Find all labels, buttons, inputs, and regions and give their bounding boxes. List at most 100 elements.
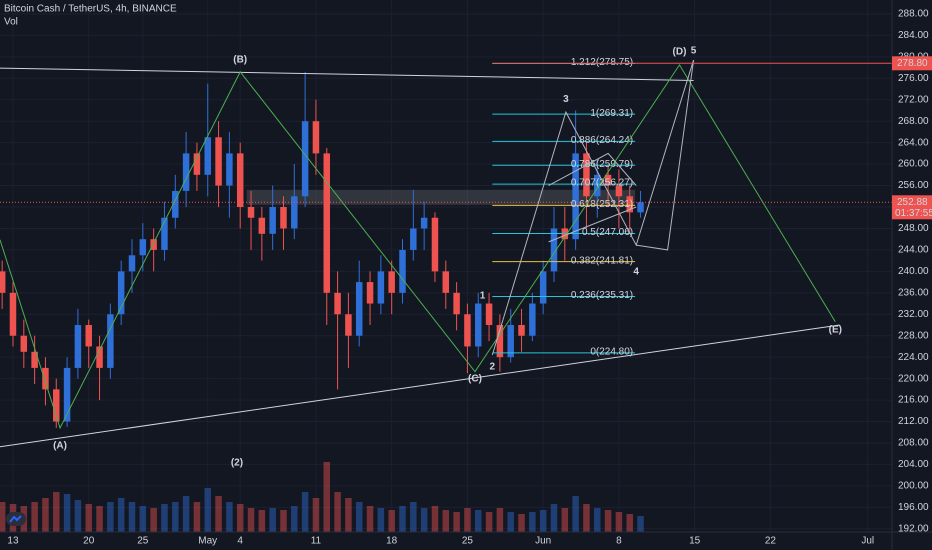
y-tick-label: 192.00 [898,523,929,534]
x-tick-label: 25 [462,536,474,547]
fib-label: 0.382(241.81) [571,255,633,266]
trend-line [548,152,637,186]
fib-label: 0(224.80) [590,347,633,358]
y-tick-label: 268.00 [898,116,929,127]
volume-bar [572,496,579,532]
x-tick-label: 18 [386,536,398,547]
volume-bar [204,488,211,532]
candle-body [9,292,17,336]
y-tick-label: 240.00 [898,266,929,277]
y-tick-label: 232.00 [898,309,929,320]
volume-bar [215,496,222,532]
candle-body [172,190,179,218]
candle-body [626,196,633,213]
volume-bar [539,510,547,532]
y-tick-label: 208.00 [898,438,929,449]
candle-body [117,271,125,315]
candle-body [388,271,395,293]
y-tick-label: 228.00 [898,330,929,341]
last-price-label: 252.88 [897,197,928,208]
candle-body [345,314,352,336]
candle-body [594,174,601,197]
candle-body [518,324,525,336]
candle-body [269,207,276,234]
candle-body [301,121,309,197]
x-tick-label: 13 [7,536,19,547]
volume-bar [31,502,38,532]
volume-bar [193,502,201,532]
fib-label: 0.618(252.31) [571,199,633,210]
candle-body [615,185,623,197]
candle-body [539,271,547,304]
volume-bar [150,508,157,532]
x-tick-label: 25 [137,536,149,547]
volume-bar [139,506,147,532]
candle-body [323,153,331,293]
volume-bar [53,492,60,532]
volume-bar [529,512,536,532]
y-tick-label: 284.00 [898,30,929,41]
volume-bar [355,502,363,532]
y-tick-label: 256.00 [898,180,929,191]
x-tick-label: Jun [535,536,551,547]
volume-bar [615,512,623,532]
wave-label: 2 [490,361,496,372]
candle-body [637,202,644,213]
candle-body [20,335,28,352]
x-tick-label: 4 [237,536,243,547]
x-tick-label: May [198,536,217,547]
volume-bar [42,498,49,532]
candle-body [431,217,439,272]
volume-bar [431,506,439,532]
fib-label: 0.707(256.27) [571,178,633,189]
volume-bar [485,512,493,532]
volume-bar [85,504,92,532]
volume-bar [594,508,601,532]
candle-body [550,228,558,272]
wave-label: 4 [633,267,639,278]
wave-label: 1 [480,291,486,302]
volume-bar [107,502,114,532]
volume-bar [301,492,309,532]
candle-body [410,228,417,250]
y-tick-label: 244.00 [898,245,929,256]
y-tick-label: 276.00 [898,73,929,84]
y-tick-label: 220.00 [898,373,929,384]
candle-body [496,324,504,358]
volume-bar [474,510,482,532]
volume-bar [128,502,136,532]
x-tick-label: 20 [83,536,95,547]
fib-label: 0.886(264.24) [571,135,633,146]
candle-body [139,239,147,256]
volume-bar [518,514,525,532]
candle-body [474,303,482,347]
candle-body [529,303,536,336]
volume-bar [63,494,71,532]
volume-bar [280,510,287,532]
volume-bar [117,498,125,532]
volume-bar [399,506,406,532]
chart-title: Bitcoin Cash / TetherUS, 4h, BINANCE [4,4,177,15]
y-tick-label: 236.00 [898,287,929,298]
fib-label: 1(269.31) [590,108,633,119]
y-tick-label: 224.00 [898,352,929,363]
candle-body [507,324,514,358]
wave-label: (C) [468,373,482,384]
volume-bar [442,510,450,532]
volume-bar [345,498,352,532]
candle-body [0,271,6,293]
alert-tag [892,56,932,71]
fib-label: 0.236(235.31) [571,290,633,301]
candle-body [355,282,363,336]
x-tick-label: 11 [311,536,322,547]
volume-bar [561,508,569,532]
marks-layer [0,71,644,532]
candle-body [485,303,493,325]
candle-body [63,367,71,422]
volume-bar [323,462,331,532]
y-tick-label: 216.00 [898,395,929,406]
candle-body [53,389,60,422]
y-tick-label: 204.00 [898,459,929,470]
volume-bar [226,502,233,532]
